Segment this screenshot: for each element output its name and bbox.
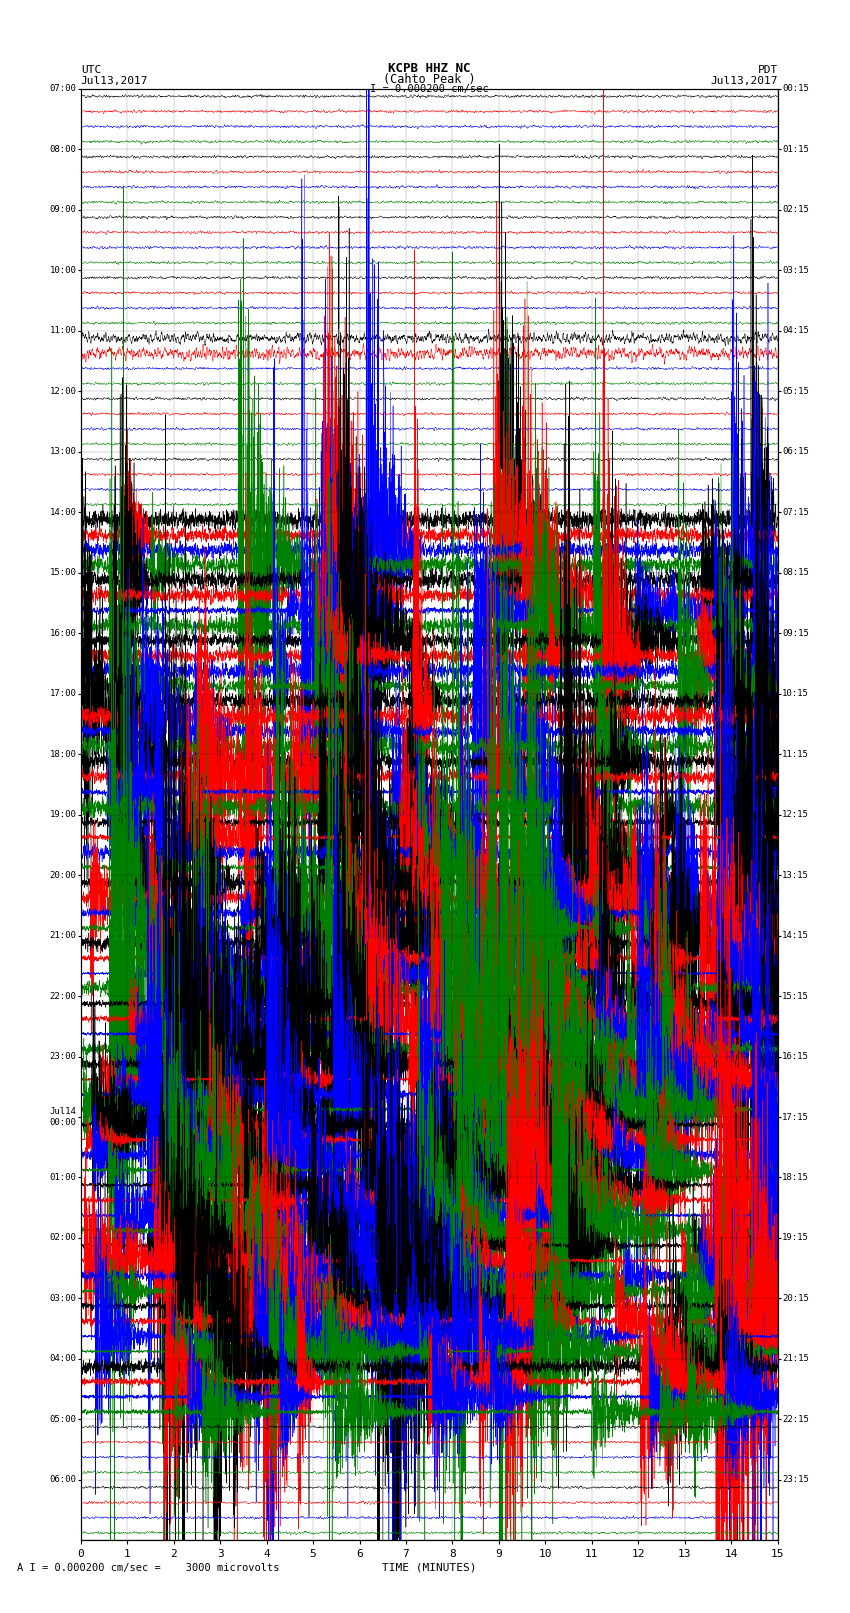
Text: UTC: UTC [81, 65, 101, 76]
Text: (Cahto Peak ): (Cahto Peak ) [383, 73, 475, 85]
X-axis label: TIME (MINUTES): TIME (MINUTES) [382, 1563, 477, 1573]
Text: Jul13,2017: Jul13,2017 [711, 76, 778, 85]
Text: I = 0.000200 cm/sec: I = 0.000200 cm/sec [370, 84, 489, 94]
Text: A I = 0.000200 cm/sec =    3000 microvolts: A I = 0.000200 cm/sec = 3000 microvolts [17, 1563, 280, 1573]
Text: PDT: PDT [757, 65, 778, 76]
Text: Jul13,2017: Jul13,2017 [81, 76, 148, 85]
Text: KCPB HHZ NC: KCPB HHZ NC [388, 61, 471, 76]
